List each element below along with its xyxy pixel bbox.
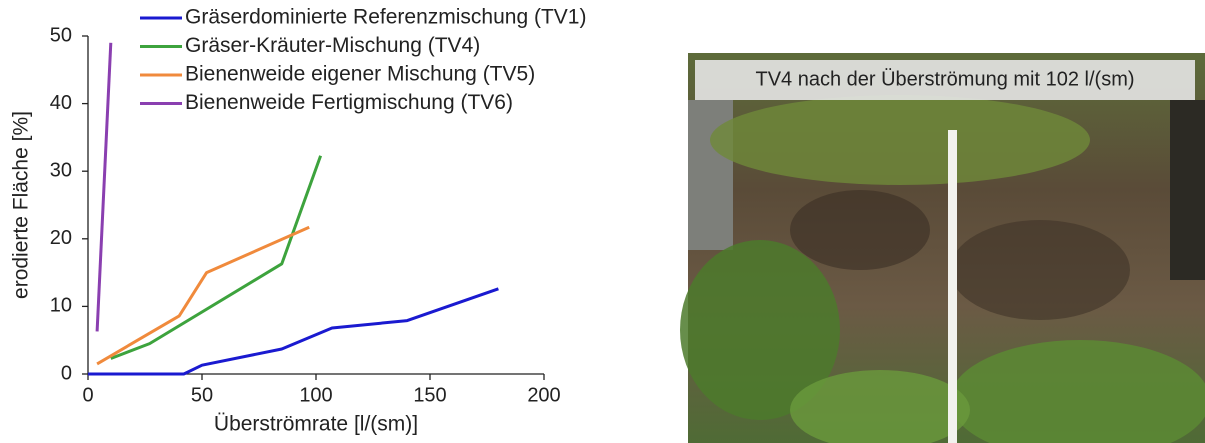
photo-caption: TV4 nach der Überströmung mit 102 l/(sm) xyxy=(755,68,1134,90)
soil-patch xyxy=(950,220,1130,320)
legend-label: Bienenweide eigener Mischung (TV5) xyxy=(185,63,535,86)
series-line xyxy=(96,225,310,366)
x-tick-label: 200 xyxy=(527,384,560,406)
grass-patch xyxy=(680,240,840,420)
ruler xyxy=(948,130,957,443)
series-line xyxy=(95,42,113,332)
y-tick-label: 20 xyxy=(50,227,72,249)
y-axis-label: erodierte Fläche [%] xyxy=(10,111,33,299)
caption-box xyxy=(695,60,1195,100)
shadow xyxy=(1170,100,1205,280)
photo: TV4 nach der Überströmung mit 102 l/(sm) xyxy=(680,53,1205,443)
y-tick-label: 40 xyxy=(50,92,72,114)
y-tick-label: 0 xyxy=(61,362,72,384)
soil-patch xyxy=(790,190,930,270)
grass-patch xyxy=(790,370,970,443)
y-tick-label: 10 xyxy=(50,295,72,317)
x-tick-label: 150 xyxy=(413,384,446,406)
legend-label: Bienenweide Fertigmischung (TV6) xyxy=(185,91,513,114)
y-tick-label: 50 xyxy=(50,24,72,46)
series-line xyxy=(88,287,499,376)
grass-patch xyxy=(950,340,1205,443)
legend-label: Gräser-Kräuter-Mischung (TV4) xyxy=(185,34,480,57)
series-line xyxy=(110,155,323,360)
x-tick-label: 100 xyxy=(299,384,332,406)
grass-patch xyxy=(710,95,1090,185)
x-tick-label: 0 xyxy=(82,384,93,406)
legend-label: Gräserdominierte Referenzmischung (TV1) xyxy=(185,6,586,29)
x-axis-label: Überströmrate [l/(sm)] xyxy=(214,413,418,436)
y-tick-label: 30 xyxy=(50,159,72,181)
x-tick-label: 50 xyxy=(191,384,213,406)
chart: Überströmrate [l/(sm)] erodierte Fläche … xyxy=(10,6,587,436)
